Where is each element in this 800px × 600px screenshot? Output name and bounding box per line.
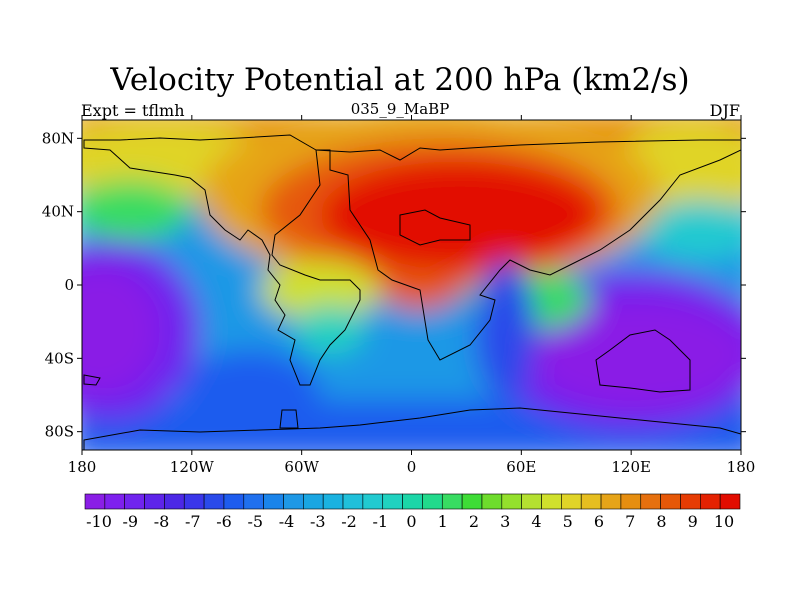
colorbar-box [183, 493, 205, 510]
colorbar-box [521, 493, 542, 510]
colorbar-box [362, 493, 384, 510]
y-tick-label: 80N [42, 129, 74, 147]
y-tick-label: 0 [64, 276, 74, 294]
colorbar-label: 6 [594, 512, 604, 531]
x-axis: 180 120W 60W 0 60E 120E 180 [68, 115, 756, 476]
coastline-west-island [83, 374, 101, 386]
x-tick-label: 0 [407, 458, 417, 476]
colorbar-box [203, 493, 225, 510]
colorbar-box [481, 493, 503, 510]
colorbar-box [303, 493, 324, 510]
period-label: 035_9_MaBP [350, 100, 450, 118]
colorbar-box [243, 493, 264, 510]
experiment-label: Expt = tflmh [81, 101, 185, 120]
colorbar-label: -6 [216, 512, 232, 531]
colorbar-label: -8 [154, 512, 170, 531]
colorbar-box [84, 493, 106, 510]
colorbar-box [164, 493, 185, 510]
colorbar-label: -10 [86, 512, 112, 531]
colorbar-box [342, 493, 364, 510]
colorbar-box [382, 493, 403, 510]
colorbar-labels: -10 -9 -8 -7 -6 -5 -4 -3 -2 -1 0 1 2 3 4 5 6 7 8 9 10 [86, 512, 734, 531]
coastline-island [279, 409, 299, 429]
velocity-potential-field [82, 120, 741, 450]
colorbar-label: -1 [372, 512, 388, 531]
colorbar-label: -4 [279, 512, 295, 531]
colorbar-box [600, 493, 622, 510]
colorbar-label: 7 [625, 512, 635, 531]
colorbar-box [441, 493, 463, 510]
colorbar-box [561, 493, 582, 510]
y-tick-label: 40N [42, 203, 74, 221]
colorbar-box [144, 493, 165, 510]
colorbar-box [719, 493, 741, 510]
y-tick-label: 80S [45, 423, 74, 441]
season-label: DJF [709, 101, 740, 120]
colorbar-label: 3 [500, 512, 510, 531]
colorbar-box [620, 493, 642, 510]
chart-title: Velocity Potential at 200 hPa (km2/s) [110, 62, 690, 98]
colorbar-box [124, 493, 145, 510]
y-tick-label: 40S [45, 349, 74, 367]
colorbar-box [104, 493, 125, 510]
colorbar-box [263, 493, 284, 510]
colorbar-box [680, 493, 701, 510]
colorbar-label: 0 [406, 512, 416, 531]
coastline-eurasia-africa [315, 139, 741, 361]
colorbar-box [461, 493, 483, 510]
coastlines [83, 134, 741, 450]
colorbar-box [402, 493, 423, 510]
x-tick-label: 180 [727, 458, 756, 476]
coastline-inner-sea [399, 209, 471, 246]
colorbar-label: -2 [341, 512, 357, 531]
colorbar-box [422, 493, 443, 510]
colorbar-box [700, 493, 721, 510]
x-tick-label: 60W [284, 458, 319, 476]
x-tick-label: 120E [611, 458, 651, 476]
colorbar-label: 4 [531, 512, 541, 531]
colorbar-label: 5 [563, 512, 573, 531]
colorbar-label: 9 [688, 512, 698, 531]
colorbar-box [283, 493, 304, 510]
colorbar-boxes [84, 493, 741, 510]
colorbar-box [501, 493, 522, 510]
y-axis: 80N 40N 0 40S 80S [42, 129, 746, 441]
colorbar-label: -5 [247, 512, 263, 531]
colorbar-label: 8 [656, 512, 666, 531]
coastline-antarctica [83, 407, 741, 450]
x-tick-label: 60E [506, 458, 536, 476]
colorbar-label: 10 [714, 512, 734, 531]
colorbar-box [322, 493, 344, 510]
colorbar-box [223, 493, 245, 510]
colorbar-box [660, 493, 681, 510]
x-tick-label: 120W [170, 458, 215, 476]
colorbar-box [640, 493, 661, 510]
colorbar-label: 1 [438, 512, 448, 531]
colorbar-label: -7 [185, 512, 201, 531]
x-tick-label: 180 [68, 458, 97, 476]
coastline-australia [595, 329, 691, 393]
colorbar-label: 2 [469, 512, 479, 531]
colorbar-label: -9 [122, 512, 138, 531]
colorbar-box [541, 493, 562, 510]
colorbar-box [580, 493, 602, 510]
coastline-north-america [83, 134, 361, 386]
colorbar-label: -3 [310, 512, 326, 531]
